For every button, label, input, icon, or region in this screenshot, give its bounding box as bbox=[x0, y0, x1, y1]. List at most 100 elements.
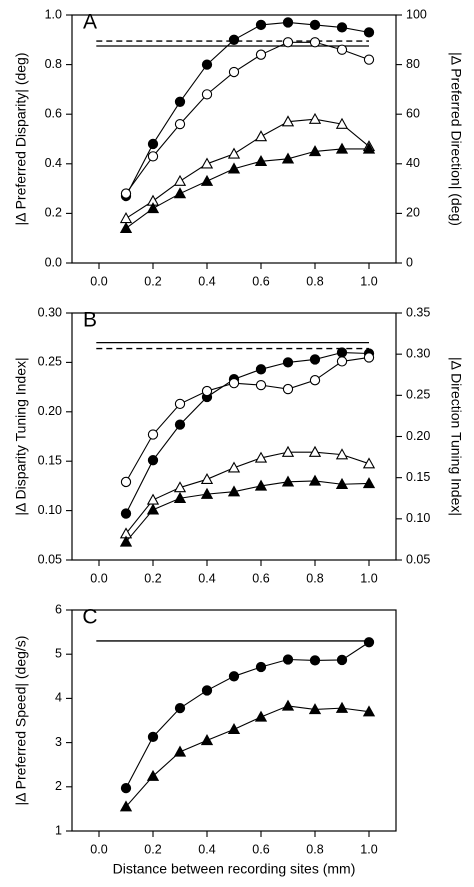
plot-frame-c bbox=[71, 609, 397, 832]
data-point-c-s2-4 bbox=[200, 734, 214, 746]
series-line-b-4-filled-triangle bbox=[125, 480, 370, 543]
x-tick-label-a-4: 0.8 bbox=[306, 274, 323, 288]
x-tick-label-c-5: 1.0 bbox=[360, 842, 377, 856]
x-tick-label-b-0: 0.0 bbox=[90, 571, 107, 585]
data-point-b-s3-3 bbox=[173, 481, 187, 493]
data-point-a-s1-2 bbox=[147, 138, 159, 150]
data-point-a-s3-7 bbox=[281, 115, 295, 127]
data-point-b-s2-10 bbox=[363, 352, 375, 363]
y-left-tick-label-b-1: 0.10 bbox=[38, 503, 62, 517]
y-right-tick-label-b-3: 0.20 bbox=[406, 429, 430, 443]
data-point-b-s1-1 bbox=[120, 508, 132, 519]
y-right-tick-label-a-4: 80 bbox=[406, 57, 420, 71]
data-point-c-s1-4 bbox=[201, 685, 213, 696]
y-right-tick-label-a-1: 20 bbox=[406, 206, 420, 220]
y-left-tick-label-a-0: 0.0 bbox=[45, 255, 62, 269]
data-point-b-s3-4 bbox=[200, 472, 214, 485]
series-line-a-1-filled-circle bbox=[125, 21, 370, 197]
y-left-tick-label-b-4: 0.25 bbox=[38, 355, 62, 369]
y-right-tick-label-a-2: 40 bbox=[406, 156, 420, 170]
data-point-c-s1-2 bbox=[147, 731, 159, 743]
data-point-c-s2-5 bbox=[227, 723, 241, 735]
data-point-a-s1-6 bbox=[255, 19, 267, 31]
panel-letter-b: B bbox=[83, 309, 97, 332]
data-point-a-s2-9 bbox=[336, 44, 348, 55]
data-point-a-s1-5 bbox=[228, 34, 240, 45]
x-tick-label-b-3: 0.6 bbox=[252, 571, 269, 585]
data-point-b-s4-5 bbox=[227, 485, 241, 497]
x-tick-label-a-1: 0.2 bbox=[144, 274, 161, 288]
plot-frame-b bbox=[71, 312, 397, 561]
series-line-c-1-filled-circle bbox=[125, 641, 370, 789]
data-point-c-s2-1 bbox=[119, 800, 133, 812]
data-point-b-s2-8 bbox=[309, 375, 321, 386]
panel-letter-a: A bbox=[83, 11, 97, 34]
data-point-a-s3-6 bbox=[254, 130, 268, 142]
y-left-tick-label-c-1: 2 bbox=[55, 779, 62, 793]
y-axis-title-right-a: |Δ Preferred Direction| (deg) bbox=[448, 52, 464, 226]
data-point-b-s4-3 bbox=[173, 491, 187, 503]
data-point-b-s4-10 bbox=[362, 477, 376, 489]
data-point-a-s1-7 bbox=[282, 17, 294, 28]
x-tick-label-c-0: 0.0 bbox=[90, 842, 107, 856]
y-right-tick-label-a-0: 0 bbox=[406, 255, 413, 269]
series-line-b-1-filled-circle bbox=[125, 351, 370, 514]
data-point-b-s3-2 bbox=[146, 493, 160, 505]
y-left-tick-label-c-5: 6 bbox=[55, 602, 62, 616]
data-point-a-s2-5 bbox=[228, 66, 240, 78]
data-point-b-s4-4 bbox=[200, 487, 214, 499]
data-point-a-s4-1 bbox=[119, 221, 133, 233]
data-point-c-s2-9 bbox=[335, 701, 349, 713]
data-point-b-s4-8 bbox=[308, 474, 322, 486]
data-point-a-s2-7 bbox=[282, 37, 294, 48]
y-left-tick-label-a-2: 0.4 bbox=[45, 156, 62, 170]
data-point-c-s2-10 bbox=[362, 705, 376, 717]
data-point-c-s1-9 bbox=[336, 654, 348, 666]
data-point-c-s1-10 bbox=[363, 637, 375, 648]
data-point-c-s1-1 bbox=[120, 782, 132, 794]
y-right-tick-label-a-5: 100 bbox=[406, 7, 427, 21]
y-right-tick-label-b-2: 0.15 bbox=[406, 470, 430, 484]
data-point-a-s4-10 bbox=[362, 142, 376, 154]
panel-letter-c: C bbox=[82, 606, 97, 629]
data-point-b-s2-6 bbox=[255, 379, 267, 391]
data-point-b-s4-1 bbox=[119, 535, 133, 547]
data-point-b-s4-9 bbox=[335, 477, 349, 489]
data-point-a-s1-8 bbox=[309, 19, 321, 31]
y-right-tick-label-b-5: 0.30 bbox=[406, 346, 430, 360]
data-point-a-s2-3 bbox=[174, 118, 186, 130]
data-point-b-s1-3 bbox=[174, 419, 186, 430]
x-tick-label-b-1: 0.2 bbox=[144, 571, 161, 585]
data-point-b-s1-2 bbox=[147, 455, 159, 466]
data-point-b-s3-10 bbox=[362, 457, 376, 469]
data-point-b-s2-2 bbox=[147, 429, 159, 440]
data-point-c-s2-2 bbox=[146, 769, 160, 781]
data-point-a-s3-9 bbox=[335, 117, 349, 129]
data-point-a-s3-8 bbox=[308, 112, 322, 124]
data-point-b-s3-7 bbox=[281, 445, 295, 457]
y-right-tick-label-b-4: 0.25 bbox=[406, 388, 430, 402]
data-point-b-s3-8 bbox=[308, 445, 322, 457]
y-left-tick-label-a-1: 0.2 bbox=[45, 206, 62, 220]
data-point-c-s2-7 bbox=[281, 699, 295, 711]
data-point-a-s4-8 bbox=[308, 145, 322, 157]
data-point-b-s4-7 bbox=[281, 475, 295, 487]
data-point-a-s1-9 bbox=[336, 22, 348, 33]
data-point-c-s2-3 bbox=[173, 745, 187, 757]
data-point-a-s3-4 bbox=[200, 157, 214, 169]
y-axis-title-left-b: |Δ Disparity Tuning Index| bbox=[13, 357, 29, 515]
y-left-tick-label-c-0: 1 bbox=[55, 823, 62, 837]
y-axis-title-right-b: |Δ Direction Tuning Index| bbox=[448, 357, 464, 516]
data-point-b-s1-6 bbox=[255, 364, 267, 375]
data-point-b-s3-9 bbox=[335, 448, 349, 460]
series-line-a-4-filled-triangle bbox=[125, 148, 369, 229]
y-left-tick-label-a-5: 1.0 bbox=[45, 7, 62, 21]
y-axis-title-left-c: |Δ Preferred Speed| (deg/s) bbox=[13, 636, 29, 806]
data-point-c-s1-8 bbox=[309, 655, 321, 666]
data-point-b-s1-8 bbox=[309, 354, 321, 365]
data-point-a-s2-2 bbox=[147, 151, 159, 162]
y-left-tick-label-b-5: 0.30 bbox=[38, 305, 62, 319]
y-right-tick-label-b-0: 0.05 bbox=[406, 552, 430, 566]
y-axis-title-left-a: |Δ Preferred Disparity| (deg) bbox=[13, 52, 29, 225]
